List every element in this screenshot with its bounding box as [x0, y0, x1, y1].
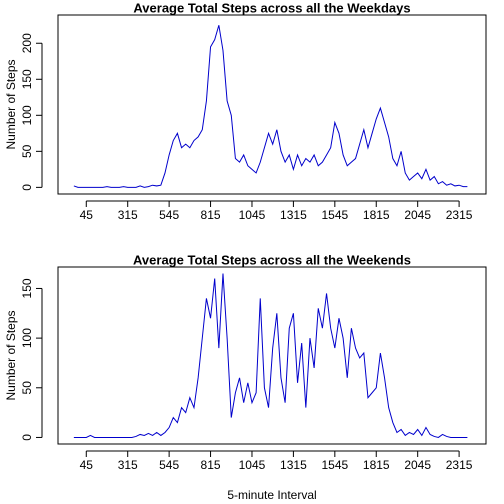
chart-title: Average Total Steps across all the Weeke… [133, 252, 411, 267]
x-tick-label: 815 [201, 458, 221, 472]
chart-title: Average Total Steps across all the Weekd… [133, 0, 410, 15]
x-tick-label: 815 [201, 208, 221, 222]
y-tick-label: 50 [20, 381, 34, 395]
plot-box [57, 14, 487, 195]
y-axis-label: Number of Steps [4, 310, 18, 400]
data-line [73, 273, 468, 438]
x-tick-label: 2045 [404, 208, 431, 222]
y-tick-label: 0 [20, 184, 34, 191]
x-tick-label: 2315 [446, 458, 473, 472]
plot-box [57, 266, 487, 445]
x-tick-label: 1815 [363, 208, 390, 222]
x-tick-label: 45 [80, 458, 94, 472]
y-tick-label: 200 [20, 33, 34, 53]
x-tick-label: 315 [118, 208, 138, 222]
x-tick-label: 1815 [363, 458, 390, 472]
y-tick-label: 100 [20, 328, 34, 348]
x-tick-label: 1045 [239, 208, 266, 222]
x-tick-label: 1315 [280, 208, 307, 222]
x-tick-label: 1545 [321, 208, 348, 222]
x-tick-label: 545 [159, 208, 179, 222]
x-tick-label: 2045 [404, 458, 431, 472]
x-tick-label: 315 [118, 458, 138, 472]
data-line [73, 25, 468, 188]
y-tick-label: 150 [20, 69, 34, 89]
x-tick-label: 1045 [239, 458, 266, 472]
x-tick-label: 1315 [280, 458, 307, 472]
y-tick-label: 150 [20, 278, 34, 298]
x-tick-label: 1545 [321, 458, 348, 472]
x-tick-label: 45 [80, 208, 94, 222]
y-axis-label: Number of Steps [4, 59, 18, 149]
x-tick-label: 2315 [446, 208, 473, 222]
y-tick-label: 0 [20, 434, 34, 441]
x-tick-label: 545 [159, 458, 179, 472]
x-axis-label: 5-minute Interval [227, 488, 316, 502]
y-tick-label: 100 [20, 105, 34, 125]
y-tick-label: 50 [20, 144, 34, 158]
